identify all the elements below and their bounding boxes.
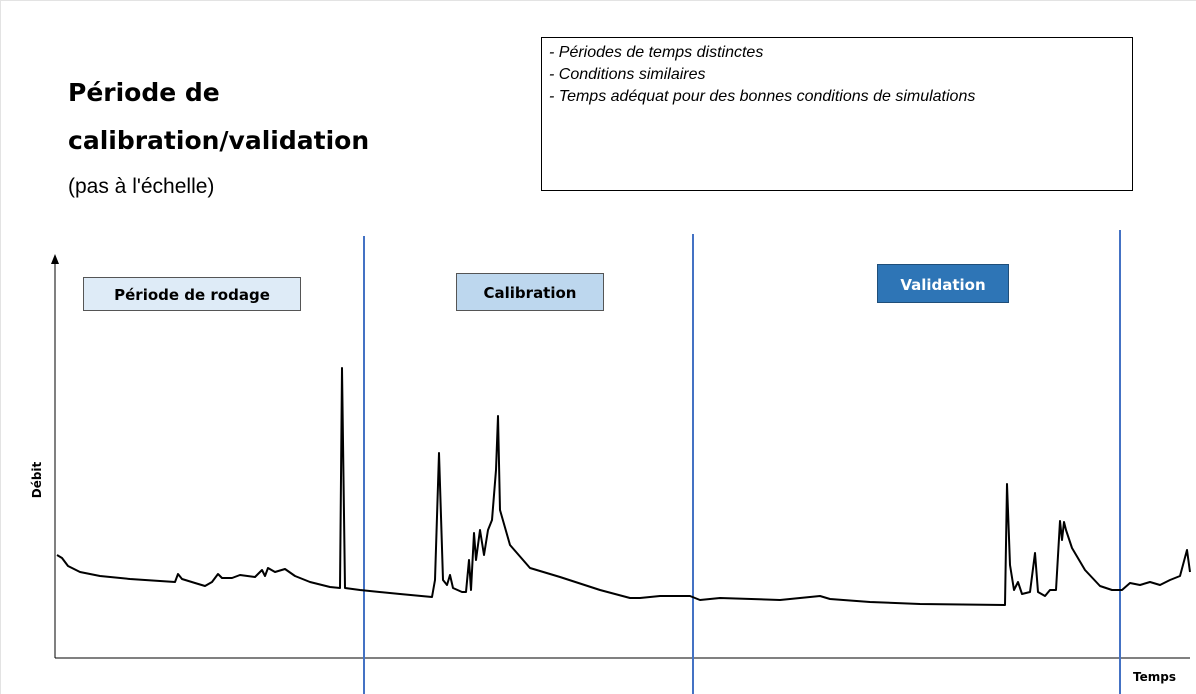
subtitle: (pas à l'échelle) [68,175,214,198]
period-label: Calibration [484,284,577,302]
hydrograph [56,367,1191,606]
title-line: calibration/validation [68,126,369,155]
period-label: Validation [900,276,985,294]
x-axis-label: Temps [1133,670,1176,684]
note: - Temps adéquat pour des bonnes conditio… [549,88,975,105]
title-line: Période de [68,78,220,107]
period-box [83,277,301,311]
note-box [541,37,1133,191]
y-axis-arrow [51,254,59,264]
y-axis-label: Débit [30,461,44,498]
note: - Périodes de temps distinctes [549,44,763,61]
note: - Conditions similaires [549,66,706,83]
period-box [456,273,604,311]
period-label: Période de rodage [114,286,270,304]
period-box [877,264,1009,303]
